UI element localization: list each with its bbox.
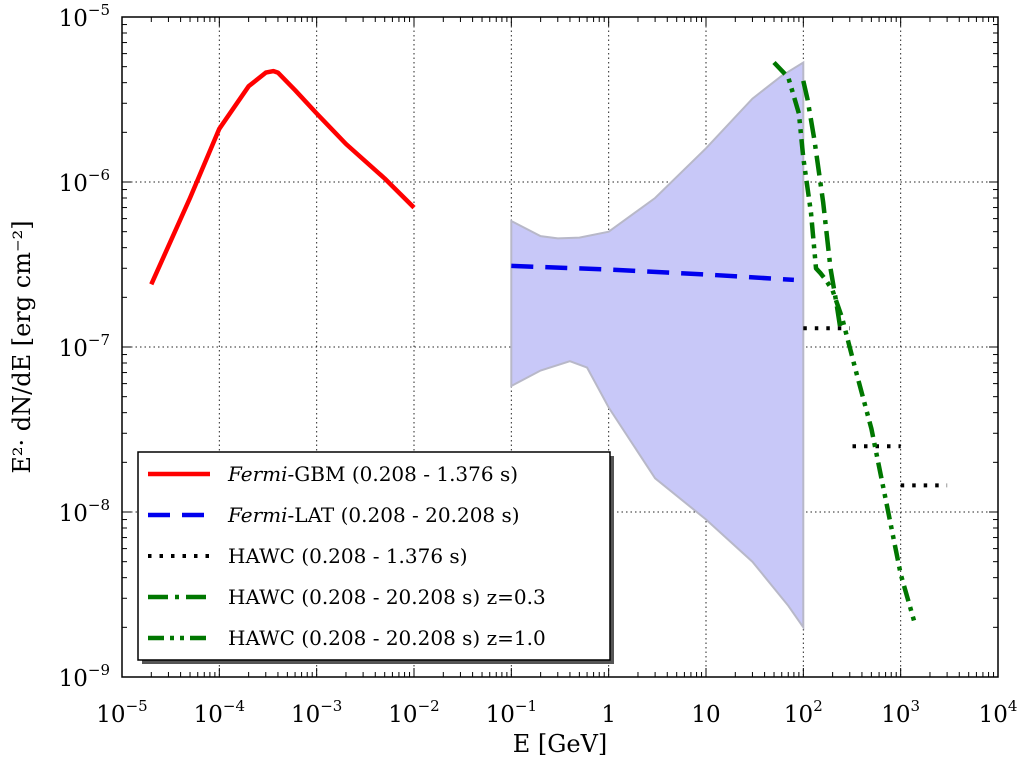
x-tick-label: 10−5 [96, 697, 147, 728]
hawc-z10-curve [772, 60, 918, 625]
ticks [121, 17, 998, 678]
legend-label: HAWC (0.208 - 20.208 s) z=1.0 [228, 626, 546, 650]
x-tick-label: 103 [881, 697, 920, 728]
lat-uncertainty-band [510, 60, 805, 631]
x-tick-labels: 10−5 10−4 10−3 10−2 10−1 1 10 102 103 104 [96, 697, 1017, 728]
legend-box [137, 451, 611, 661]
band-layer [510, 60, 805, 631]
legend-label: Fermi-GBM (0.208 - 1.376 s) [227, 462, 518, 486]
legend-label: Fermi-LAT (0.208 - 20.208 s) [227, 503, 520, 527]
x-tick-label: 104 [979, 697, 1018, 728]
hawc-z03-curve [801, 80, 843, 329]
lat-curve [511, 263, 795, 283]
y-axis-title: E²· dN/dE [erg cm⁻²] [8, 220, 36, 473]
x-tick-label: 10−1 [486, 697, 537, 728]
x-tick-label: 10 [691, 702, 720, 728]
x-tick-label: 10−3 [291, 697, 342, 728]
y-tick-label: 10−9 [59, 661, 110, 692]
legend-label: HAWC (0.208 - 1.376 s) [228, 544, 468, 568]
x-tick-label: 10−4 [194, 697, 245, 728]
x-axis-title: E [GeV] [513, 730, 608, 758]
x-tick-label: 1 [601, 702, 616, 728]
x-tick-label: 10−2 [388, 697, 439, 728]
y-tick-label: 10−6 [59, 166, 110, 197]
y-tick-label: 10−5 [59, 1, 110, 32]
x-tick-label: 102 [784, 697, 823, 728]
y-tick-label: 10−8 [59, 496, 110, 527]
legend: Fermi-GBM (0.208 - 1.376 s) Fermi-LAT (0.… [137, 451, 614, 664]
series-layer [149, 60, 948, 625]
gbm-curve [149, 68, 416, 286]
legend-label: HAWC (0.208 - 20.208 s) z=0.3 [228, 585, 546, 609]
y-tick-label: 10−7 [59, 331, 110, 362]
y-tick-labels: 10−9 10−8 10−7 10−6 10−5 [59, 1, 110, 692]
